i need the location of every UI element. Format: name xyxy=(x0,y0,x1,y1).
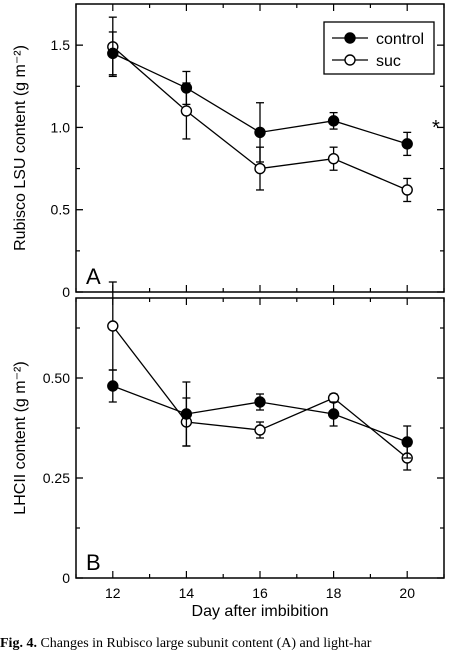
legend-marker-control xyxy=(344,32,356,44)
y-tick-label: 0 xyxy=(62,570,70,586)
y-tick-label: 0.50 xyxy=(43,370,70,386)
y-tick-label: 0 xyxy=(62,284,70,300)
data-point-suc xyxy=(254,424,266,436)
data-point-control xyxy=(107,380,119,392)
data-point-control xyxy=(401,138,413,150)
caption-label: Fig. 4. xyxy=(0,636,37,651)
y-axis-label: LHCII content (g m⁻²) xyxy=(12,361,29,514)
legend-box xyxy=(323,21,435,75)
panel-label: B xyxy=(86,550,101,575)
significance-star: * xyxy=(432,117,440,139)
data-point-control xyxy=(180,408,193,420)
data-point-control xyxy=(327,408,340,420)
data-point-control xyxy=(401,436,413,448)
data-point-control xyxy=(327,115,340,127)
panel-a: 0 0.5 1.0 1.5 Rubisco LSU content (g m⁻²) Aco… xyxy=(12,3,445,300)
y-axis-label: Rubisco LSU content (g m⁻²) xyxy=(12,45,29,251)
panel-label: A xyxy=(86,264,101,289)
caption-text: Changes in Rubisco large subunit content… xyxy=(40,636,372,651)
data-point-control xyxy=(254,396,266,408)
y-tick-label: 1.0 xyxy=(51,119,71,135)
x-tick-label: 12 xyxy=(105,585,121,601)
y-tick-label: 0.25 xyxy=(43,470,70,486)
x-tick-label: 18 xyxy=(326,585,342,601)
legend: control suc xyxy=(323,21,435,75)
legend-label-suc: suc xyxy=(376,53,401,70)
legend-marker-suc xyxy=(344,54,356,66)
x-tick-label: 14 xyxy=(179,585,195,601)
y-tick-label: 1.5 xyxy=(51,37,71,53)
data-point-control xyxy=(180,82,193,94)
data-point-suc xyxy=(107,320,119,332)
y-tick-label: 0.5 xyxy=(51,202,71,218)
data-point-suc xyxy=(327,152,340,165)
figure-caption: Fig. 4. Changes in Rubisco large subunit… xyxy=(0,636,474,655)
data-point-suc xyxy=(180,105,193,117)
x-tick-label: 20 xyxy=(399,585,415,601)
x-axis-label: Day after imbibition xyxy=(192,603,329,620)
data-point-control xyxy=(254,126,266,139)
legend-label-control: control xyxy=(376,31,424,48)
data-point-control xyxy=(107,47,119,60)
data-point-suc xyxy=(254,162,266,175)
x-tick-label: 16 xyxy=(252,585,268,601)
panel-b: 0 0.25 0.50 12 14 16 18 20 LHCII content (g m⁻²)… xyxy=(12,281,445,620)
data-point-suc xyxy=(401,184,413,196)
